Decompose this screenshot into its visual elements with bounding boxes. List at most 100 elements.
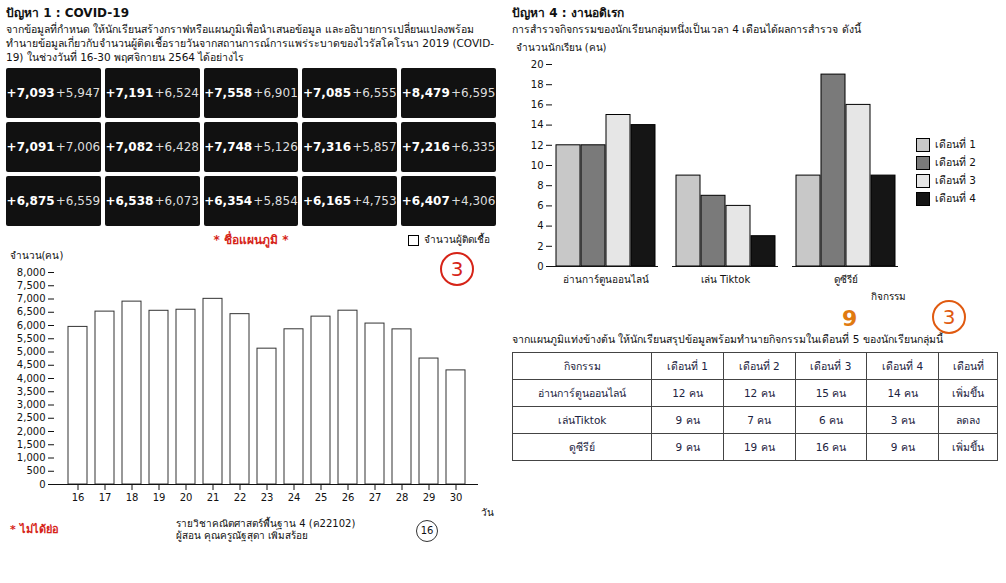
svg-text:21: 21	[207, 492, 220, 503]
html-text:เพิ่มขึ้น: เพิ่มขึ้น	[952, 386, 985, 399]
svg-text:14: 14	[531, 119, 544, 130]
svg-text:18: 18	[126, 492, 139, 503]
html-text:15 คน: 15 คน	[815, 386, 847, 399]
svg-text:28: 28	[396, 492, 409, 503]
html-text:เดือนที่ 3: เดือนที่ 3	[935, 174, 976, 186]
html-text:ปัญหา 1 : COVID-19: ปัญหา 1 : COVID-19	[6, 6, 129, 20]
svg-text:2,000: 2,000	[17, 426, 46, 437]
svg-text:20: 20	[531, 59, 544, 70]
svg-text:7,000: 7,000	[17, 293, 46, 304]
html-text:3 คน: 3 คน	[890, 413, 915, 426]
svg-text:24: 24	[288, 492, 301, 503]
html-text:ผู้สอน คุณครูณัฐสุดา เพิ่มสร้อ: ผู้สอน คุณครูณัฐสุดา เพิ่มสร้อย	[176, 530, 309, 541]
html-text:14 คน: 14 คน	[887, 386, 919, 399]
svg-text:30: 30	[450, 492, 463, 503]
svg-text:7,500: 7,500	[17, 280, 46, 291]
svg-text:2,500: 2,500	[17, 412, 46, 423]
html-text:อ่านการ์ตูนออนไลน์: อ่านการ์ตูนออนไลน์	[538, 386, 627, 399]
html-text:9: 9	[842, 306, 858, 331]
svg-text:6,000: 6,000	[17, 320, 46, 331]
svg-text:0: 0	[39, 479, 45, 490]
html-text:ลดลง: ลดลง	[956, 413, 981, 426]
html-text:19 คน: 19 คน	[743, 440, 775, 453]
svg-text:จำนวน(คน): จำนวน(คน)	[10, 250, 64, 261]
html-text:7 คน: 7 คน	[747, 413, 772, 426]
html-text:16 คน: 16 คน	[815, 440, 847, 453]
svg-text:500: 500	[26, 465, 45, 476]
svg-text:10: 10	[531, 160, 544, 171]
html-text:12 คน: 12 คน	[672, 386, 703, 399]
svg-text:อ่านการ์ตูนออนไลน์: อ่านการ์ตูนออนไลน์	[563, 274, 649, 286]
html-text:12 คน: 12 คน	[743, 386, 775, 399]
svg-text:19: 19	[153, 492, 166, 503]
html-text:เดือนที่ 3: เดือนที่ 3	[810, 359, 852, 372]
html-text:จำนวนผู้ติดเชื้อ: จำนวนผู้ติดเชื้อ	[424, 234, 490, 245]
html-text:รายวิชาคณิตศาสตร์พื้นฐาน 4 (ค2: รายวิชาคณิตศาสตร์พื้นฐาน 4 (ค22102)	[176, 518, 356, 529]
svg-text:26: 26	[342, 492, 355, 503]
html-text:+7,091 +7,006 +7,082 +6,428: +7,091 +7,006 +7,082 +6,428	[6, 140, 199, 154]
svg-text:5,000: 5,000	[17, 346, 46, 357]
html-text:เดือนที่ 1: เดือนที่ 1	[667, 359, 708, 372]
html-text:3: 3	[942, 305, 956, 329]
svg-text:18: 18	[531, 79, 544, 90]
html-text:+7,748 +5,126: +7,748 +5,126	[204, 140, 298, 154]
svg-text:16: 16	[531, 99, 544, 110]
svg-text:วัน: วัน	[481, 507, 494, 518]
html-text:* ชื่อแผนภูมิ *: * ชื่อแผนภูมิ *	[213, 233, 289, 247]
html-text:6 คน: 6 คน	[819, 413, 843, 426]
html-text:9 คน: 9 คน	[675, 413, 700, 426]
svg-text:0: 0	[537, 261, 543, 272]
svg-text:17: 17	[99, 492, 112, 503]
svg-text:กิจกรรม: กิจกรรม	[871, 291, 906, 302]
html-text:การสำรวจกิจกรรมของนักเรียนกลุ่: การสำรวจกิจกรรมของนักเรียนกลุ่มหนึ่งเป็น…	[512, 23, 861, 35]
html-text:* ไม่ได้ย่อ: * ไม่ได้ย่อ	[10, 523, 59, 536]
svg-text:3,000: 3,000	[17, 399, 46, 410]
svg-text:20: 20	[180, 492, 193, 503]
svg-text:23: 23	[261, 492, 274, 503]
html-text:จากข้อมูลที่กำหนด ให้นักเรียนส: จากข้อมูลที่กำหนด ให้นักเรียนสร้างกราฟหร…	[6, 23, 495, 63]
svg-text:22: 22	[234, 492, 247, 503]
html-text:เดือนที่ 2: เดือนที่ 2	[935, 156, 976, 168]
html-text:+7,558 +6,901: +7,558 +6,901	[204, 86, 298, 100]
svg-text:8: 8	[537, 180, 543, 191]
html-text:จากแผนภูมิแท่งข้างต้น ให้นักเร: จากแผนภูมิแท่งข้างต้น ให้นักเรียนสรุปข้อ…	[512, 333, 943, 345]
svg-text:5,500: 5,500	[17, 333, 46, 344]
html-text:+7,093 +5,947 +7,191 +6,524: +7,093 +5,947 +7,191 +6,524	[6, 86, 199, 100]
svg-text:25: 25	[315, 492, 328, 503]
svg-text:เล่น Tiktok: เล่น Tiktok	[701, 274, 751, 285]
html-text:3: 3	[450, 257, 464, 281]
svg-text:จำนวนนักเรียน (คน): จำนวนนักเรียน (คน)	[516, 42, 607, 53]
html-text:9 คน: 9 คน	[890, 440, 915, 453]
svg-text:29: 29	[423, 492, 436, 503]
svg-text:3,500: 3,500	[17, 386, 46, 397]
svg-text:8,000: 8,000	[17, 267, 46, 278]
html-text:+7,316 +5,857 +7,216 +6,335: +7,316 +5,857 +7,216 +6,335	[303, 140, 496, 154]
html-text:ปัญหา 4 : งานอดิเรก: ปัญหา 4 : งานอดิเรก	[512, 6, 624, 20]
html-text:เดือนที่ 4: เดือนที่ 4	[935, 192, 976, 204]
svg-text:6,500: 6,500	[17, 306, 46, 317]
html-text:+6,165 +4,753 +6,407 +4,306: +6,165 +4,753 +6,407 +4,306	[303, 194, 496, 208]
svg-text:ดูซีรีย์: ดูซีรีย์	[834, 274, 858, 286]
svg-text:2: 2	[537, 241, 543, 252]
html-text:เดือนที่ 2: เดือนที่ 2	[738, 359, 780, 372]
html-text:+6,354 +5,854: +6,354 +5,854	[204, 194, 298, 208]
svg-text:6: 6	[537, 200, 543, 211]
html-text:กิจกรรม: กิจกรรม	[563, 359, 601, 372]
svg-text:1,500: 1,500	[17, 439, 46, 450]
html-text:เล่นTiktok: เล่นTiktok	[557, 413, 607, 426]
html-text:เดือนที่ 1: เดือนที่ 1	[935, 138, 976, 150]
html-text:9 คน: 9 คน	[675, 440, 700, 453]
svg-text:4,500: 4,500	[17, 359, 46, 370]
svg-text:1,000: 1,000	[17, 452, 46, 463]
svg-text:12: 12	[531, 140, 544, 151]
html-text:+6,875 +6,559 +6,538 +6,073: +6,875 +6,559 +6,538 +6,073	[6, 194, 199, 208]
svg-text:16: 16	[72, 492, 85, 503]
html-text:เดือนที่: เดือนที่	[952, 359, 984, 372]
html-text:+7,085 +6,555 +8,479 +6,595: +7,085 +6,555 +8,479 +6,595	[303, 86, 496, 100]
svg-text:27: 27	[369, 492, 382, 503]
html-text:ดูซีรีย์: ดูซีรีย์	[569, 440, 596, 453]
html-text:เพิ่มขึ้น: เพิ่มขึ้น	[952, 440, 985, 453]
svg-text:4: 4	[537, 220, 543, 231]
svg-text:4,000: 4,000	[17, 373, 46, 384]
html-text:เดือนที่ 4: เดือนที่ 4	[882, 359, 924, 372]
